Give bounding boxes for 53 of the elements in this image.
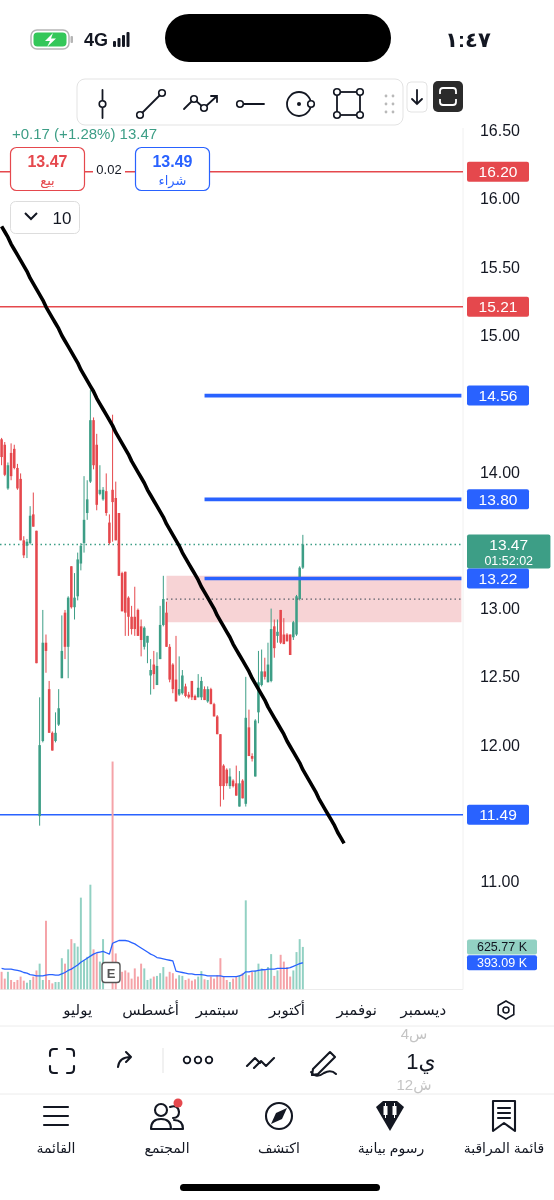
y-tick-label: 16.00 xyxy=(479,190,521,208)
y-tick-label: 12.00 xyxy=(479,736,521,754)
line-series xyxy=(0,939,304,978)
annotation: بيع xyxy=(40,173,55,188)
y2-tick-label: 625.77 K xyxy=(476,940,528,955)
y-tick-label: 13.00 xyxy=(479,600,521,618)
x-tick-label: أغسطس xyxy=(122,1000,180,1019)
annotation: +0.17 (+1.28%) 13.47 xyxy=(12,125,158,142)
annotation: E xyxy=(101,961,121,984)
annotation: 12ش xyxy=(396,1076,432,1093)
axis-label: 13.22 xyxy=(467,568,529,589)
axis-label: 625.77 K xyxy=(467,939,537,955)
annotation: 4G xyxy=(84,30,108,50)
y-tick-label: 13.80 xyxy=(478,490,518,508)
annotation: القائمة xyxy=(36,1140,76,1156)
y-tick-label: 14.56 xyxy=(478,387,518,405)
x-tick-label: يوليو xyxy=(62,1001,93,1019)
ref-line-label: 13.47 xyxy=(489,535,529,553)
x-tick-label: نوفمبر xyxy=(335,1001,378,1019)
x-tick-label: أكتوبر xyxy=(267,1000,306,1019)
y-tick-label: 12.50 xyxy=(479,668,521,686)
annotation: 1ي xyxy=(406,1049,436,1074)
axis-label: 15.21 xyxy=(467,296,529,317)
y-tick-label: 16.50 xyxy=(479,122,521,140)
axis-label: 14.56 xyxy=(467,385,529,406)
annotation: شراء xyxy=(158,173,187,188)
y2-tick-label: 393.09 K xyxy=(476,956,528,971)
y-tick-label: 14.00 xyxy=(479,463,521,481)
annotation: اكتشف xyxy=(258,1140,300,1156)
ref-line-label: 16.20 xyxy=(478,163,518,181)
annotation: قائمة المراقبة xyxy=(463,1140,545,1156)
axis-label: 13.80 xyxy=(467,489,529,510)
x-tick-label: ديسمبر xyxy=(399,1001,447,1019)
ref-line-label: 11.49 xyxy=(479,806,517,824)
annotation: 4س xyxy=(400,1025,428,1042)
annotation: E xyxy=(106,966,116,981)
x-tick-label: سبتمبر xyxy=(194,1001,239,1019)
axis-label: 13.47 01:52:02 xyxy=(467,534,551,569)
y-tick-label: 13.22 xyxy=(478,570,518,588)
annotation: رسوم بيانية xyxy=(357,1140,425,1156)
axis-label: 393.09 K xyxy=(467,955,537,971)
annotation: 13.47 xyxy=(27,153,68,170)
annotation: المجتمع xyxy=(144,1140,190,1156)
axis-label: 11.49 xyxy=(467,804,529,825)
y-tick-label: 15.50 xyxy=(479,258,521,276)
ref-line-label: 15.21 xyxy=(478,298,518,316)
line-series xyxy=(0,224,346,846)
annotation: ١:٤٧ xyxy=(445,28,491,51)
annotation: 10 xyxy=(52,209,72,228)
y-tick-label: 15.00 xyxy=(479,327,521,345)
y-tick-label: 11.00 xyxy=(480,873,520,891)
annotation: 13.49 xyxy=(152,153,193,170)
axis-label: 16.20 xyxy=(467,161,529,182)
